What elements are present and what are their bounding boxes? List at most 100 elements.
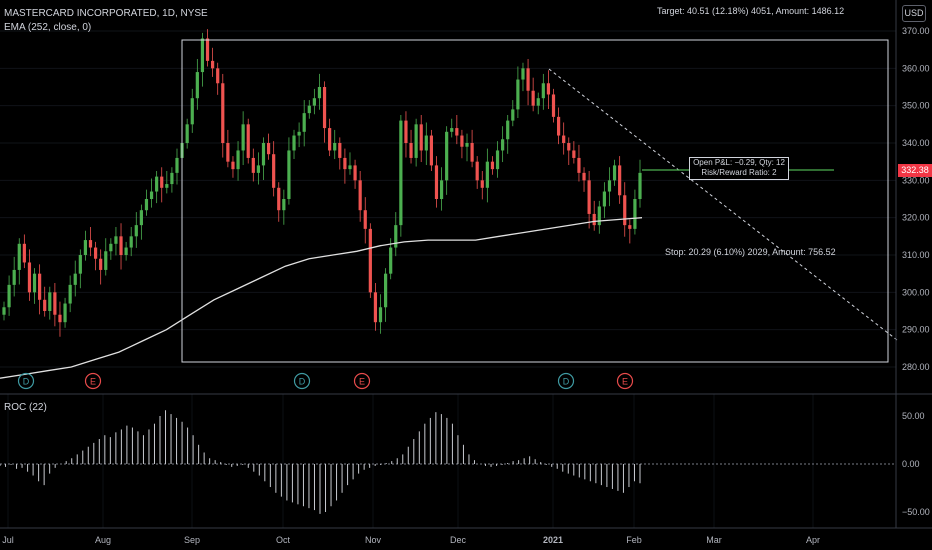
earnings-marker[interactable] (616, 372, 634, 390)
candle-body (363, 210, 367, 229)
candle-body (394, 225, 398, 248)
candle-body (119, 236, 123, 255)
candle-body (358, 180, 362, 211)
candle-body (572, 150, 576, 158)
time-tick-label: Mar (706, 535, 722, 545)
candle-body (414, 124, 418, 158)
candle-body (155, 176, 159, 192)
price-tick-label: 340.00 (902, 138, 930, 148)
candle-body (68, 284, 72, 304)
candle-body (567, 143, 571, 151)
roc-indicator-label[interactable]: ROC (22) (4, 402, 47, 413)
candle-body (73, 273, 77, 285)
candle-body (226, 143, 230, 162)
time-tick-label: 2021 (543, 535, 563, 545)
trend-line-dashed[interactable] (548, 68, 898, 341)
ema-indicator-label[interactable]: EMA (252, close, 0) (4, 22, 92, 33)
event-marker-label: D (299, 377, 306, 387)
candle-body (277, 187, 281, 211)
candle-body (587, 180, 591, 214)
candle-body (99, 258, 103, 270)
candle-body (511, 109, 515, 121)
candle-body (134, 225, 138, 237)
candle-body (139, 210, 143, 226)
roc-axis[interactable]: 50.00 0.00 −50.00 (902, 411, 930, 517)
price-axis[interactable]: 370.00 360.00 350.00 340.00 330.00 320.00 310.… (902, 26, 930, 372)
candle-body (292, 135, 296, 151)
candle-body (7, 284, 11, 308)
candle-body (434, 165, 439, 199)
date-price-range-box[interactable] (181, 39, 889, 363)
candle-body (170, 172, 174, 185)
candle-body (597, 206, 601, 226)
candle-body (348, 165, 352, 170)
price-tick-label: 360.00 (902, 63, 930, 73)
position-pl-box[interactable]: Open P&L: −0.29, Qty: 12 Risk/Reward Rat… (689, 157, 789, 180)
candle-body (353, 165, 357, 181)
candle-body (317, 87, 322, 99)
candle-body (27, 262, 32, 293)
time-tick-label: Aug (95, 535, 111, 545)
candle-body (455, 128, 459, 136)
earnings-marker[interactable] (84, 372, 102, 390)
position-target-text: Target: 40.51 (12.18%) 4051, Amount: 148… (657, 6, 845, 16)
chart-title: MASTERCARD INCORPORATED, 1D, NYSE (4, 8, 208, 19)
dividend-marker[interactable] (293, 372, 311, 390)
roc-tick-label: 50.00 (902, 411, 925, 421)
candle-body (506, 120, 510, 140)
candle-body (501, 139, 505, 151)
position-stop-text: Stop: 20.29 (6.10%) 2029, Amount: 756.52 (665, 247, 836, 257)
candle-body (302, 113, 306, 132)
candle-body (195, 72, 199, 99)
price-tick-label: 370.00 (902, 26, 930, 36)
candle-body (129, 236, 133, 248)
roc-tick-label: −50.00 (902, 507, 930, 517)
time-axis[interactable]: Jul Aug Sep Oct Nov Dec 2021 Feb Mar Apr (2, 535, 820, 545)
candle-body (485, 161, 489, 188)
candle-body (160, 176, 164, 188)
candle-body (22, 243, 26, 263)
candle-body (460, 135, 464, 147)
candle-body (38, 273, 42, 300)
candle-body (205, 38, 210, 61)
candle-body (577, 157, 581, 173)
price-tick-label: 320.00 (902, 213, 930, 223)
candle-body (373, 292, 378, 323)
candle-body (307, 105, 311, 114)
candle-body (32, 273, 37, 293)
candle-body (109, 243, 113, 252)
time-tick-label: Sep (184, 535, 200, 545)
candle-body (124, 247, 128, 255)
earnings-marker[interactable] (353, 372, 371, 390)
candle-body (618, 165, 622, 196)
candle-body (495, 150, 500, 170)
candle-body (368, 228, 372, 293)
candle-body (378, 307, 383, 323)
event-marker-label: E (622, 377, 628, 387)
candle-body (480, 180, 484, 188)
candle-body (231, 161, 235, 170)
candlestick-series (2, 29, 642, 337)
pl-line: Open P&L: −0.29, Qty: 12 (693, 158, 785, 167)
event-marker-label: E (359, 377, 365, 387)
candle-body (256, 165, 260, 173)
candle-body (404, 120, 408, 143)
candle-body (633, 199, 637, 229)
candle-body (536, 98, 540, 106)
time-tick-label: Nov (365, 535, 382, 545)
candle-body (526, 68, 530, 91)
time-tick-label: Dec (450, 535, 467, 545)
currency-button[interactable]: USD (902, 5, 926, 22)
candle-body (531, 90, 535, 106)
candle-body (93, 247, 98, 259)
candle-body (328, 128, 332, 151)
dividend-marker[interactable] (17, 372, 35, 390)
candle-body (221, 83, 225, 143)
candle-body (419, 124, 423, 151)
candle-body (516, 79, 520, 110)
candle-body (338, 143, 342, 158)
dividend-marker[interactable] (557, 372, 575, 390)
candle-body (439, 180, 444, 199)
